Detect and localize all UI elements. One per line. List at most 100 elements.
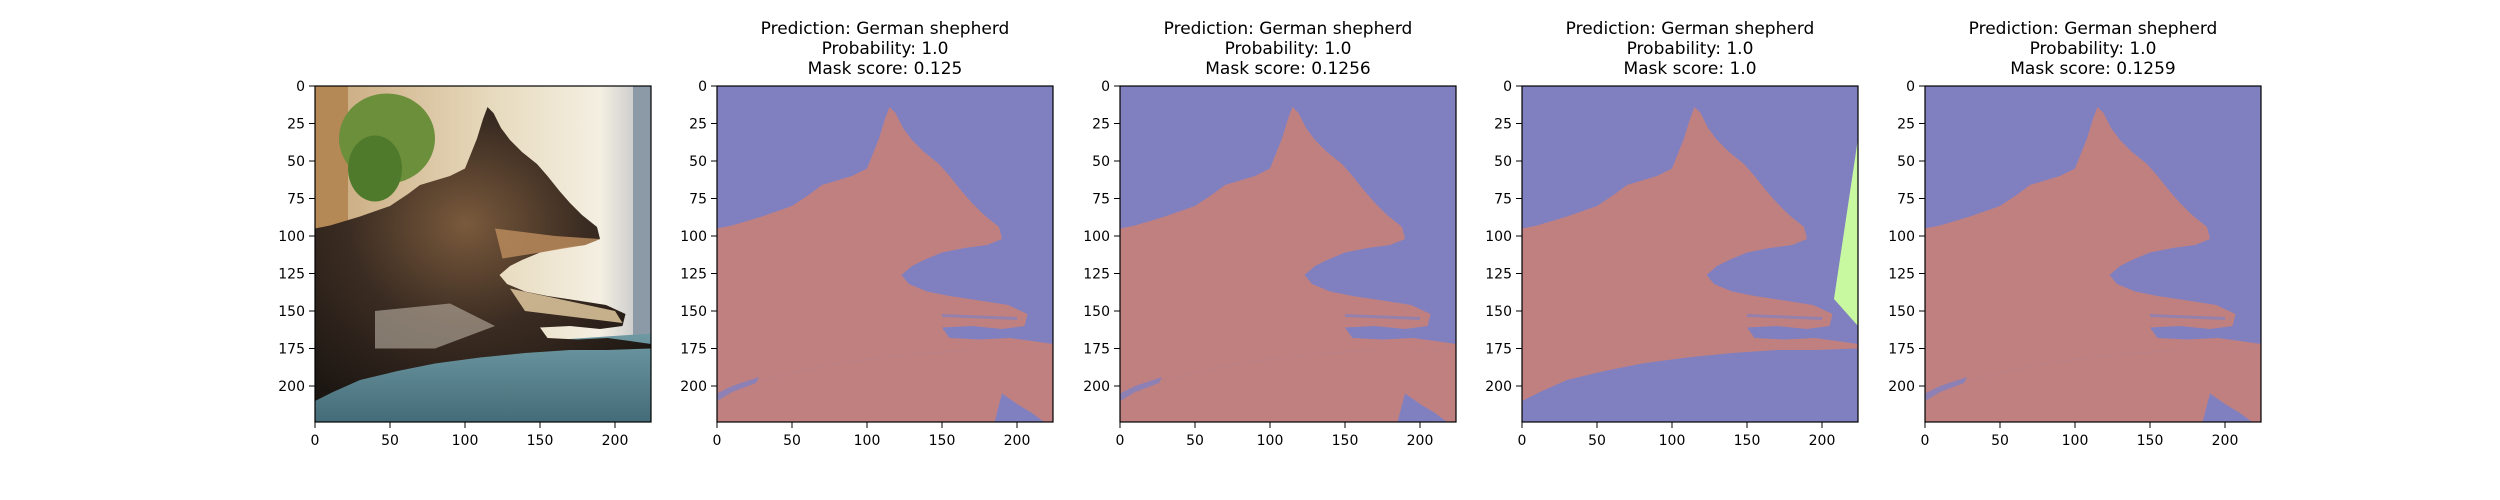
axes-frame xyxy=(1924,85,2262,423)
mask-leg-stripe xyxy=(942,314,1017,320)
x-tick-label: 50 xyxy=(1186,433,1204,449)
mask-corner-patch xyxy=(1397,393,1447,422)
mask-corner-patch xyxy=(994,393,1044,422)
x-tick-label: 100 xyxy=(1659,433,1686,449)
x-tick-label: 50 xyxy=(381,433,399,449)
y-tick-label: 100 xyxy=(1485,229,1512,245)
y-tick-label: 75 xyxy=(287,192,305,208)
panel-title-line: Mask score: 0.125 xyxy=(808,59,963,79)
y-tick-label: 0 xyxy=(1503,79,1512,95)
photo-dog-legs xyxy=(510,288,623,323)
panel-title-line: Mask score: 1.0 xyxy=(1623,59,1756,79)
panel-5: Prediction: German shepherdProbability: … xyxy=(1888,19,2262,449)
photo-dog-belly xyxy=(375,303,495,349)
x-tick-label: 200 xyxy=(1004,433,1031,449)
photo-dog-snout xyxy=(495,228,600,259)
y-tick-label: 200 xyxy=(1485,379,1512,395)
mask-extra-region xyxy=(1834,138,1858,326)
y-tick-label: 175 xyxy=(1485,342,1512,358)
y-tick-label: 50 xyxy=(1092,154,1110,170)
y-tick-label: 175 xyxy=(1083,342,1110,358)
y-tick-label: 175 xyxy=(278,342,305,358)
y-tick-label: 50 xyxy=(1494,154,1512,170)
y-tick-label: 25 xyxy=(287,117,305,133)
panel-title-line: Mask score: 0.1259 xyxy=(2010,59,2175,79)
x-tick-label: 100 xyxy=(452,433,479,449)
x-tick-label: 200 xyxy=(1407,433,1434,449)
photo-plant-shadow xyxy=(348,135,402,202)
x-tick-label: 50 xyxy=(1991,433,2009,449)
y-tick-label: 150 xyxy=(1888,304,1915,320)
y-tick-label: 150 xyxy=(1083,304,1110,320)
panel-1: 0 50 100 150 200 0 25 50 75 100 125 150 175 200 xyxy=(278,79,652,449)
y-tick-label: 175 xyxy=(680,342,707,358)
y-tick-label: 125 xyxy=(1485,267,1512,283)
x-tick-label: 50 xyxy=(1588,433,1606,449)
x-tick-label: 100 xyxy=(854,433,881,449)
y-tick-label: 25 xyxy=(689,117,707,133)
panel-title-line: Probability: 1.0 xyxy=(1225,39,1352,59)
y-tick-label: 75 xyxy=(689,192,707,208)
x-tick-label: 0 xyxy=(311,433,320,449)
y-tick-label: 125 xyxy=(1083,267,1110,283)
panel-title-line: Prediction: German shepherd xyxy=(1969,19,2218,39)
y-tick-label: 100 xyxy=(680,229,707,245)
x-tick-label: 150 xyxy=(1332,433,1359,449)
axes-frame xyxy=(1521,85,1859,423)
axes-frame xyxy=(1119,85,1457,423)
y-tick-label: 125 xyxy=(1888,267,1915,283)
y-tick-label: 25 xyxy=(1092,117,1110,133)
y-tick-label: 125 xyxy=(278,267,305,283)
y-tick-label: 50 xyxy=(287,154,305,170)
y-tick-label: 200 xyxy=(278,379,305,395)
y-tick-label: 75 xyxy=(1897,192,1915,208)
panel-title-line: Prediction: German shepherd xyxy=(1164,19,1413,39)
image-content xyxy=(1120,86,1456,422)
x-tick-label: 150 xyxy=(2137,433,2164,449)
panel-title-line: Probability: 1.0 xyxy=(2030,39,2157,59)
panel-title-line: Probability: 1.0 xyxy=(822,39,949,59)
x-tick-label: 200 xyxy=(2212,433,2239,449)
y-tick-label: 100 xyxy=(278,229,305,245)
panel-title-line: Prediction: German shepherd xyxy=(761,19,1010,39)
y-tick-label: 150 xyxy=(278,304,305,320)
y-tick-label: 50 xyxy=(689,154,707,170)
image-content xyxy=(1925,86,2261,422)
x-tick-label: 150 xyxy=(527,433,554,449)
mask-edge-noise xyxy=(1120,377,1162,401)
y-tick-label: 0 xyxy=(698,79,707,95)
mask-leg-stripe xyxy=(1747,314,1822,320)
y-tick-label: 50 xyxy=(1897,154,1915,170)
x-tick-label: 200 xyxy=(1809,433,1836,449)
y-tick-label: 0 xyxy=(1906,79,1915,95)
y-tick-label: 25 xyxy=(1897,117,1915,133)
y-tick-label: 75 xyxy=(1494,192,1512,208)
y-tick-label: 200 xyxy=(1888,379,1915,395)
y-tick-label: 75 xyxy=(1092,192,1110,208)
y-tick-label: 150 xyxy=(680,304,707,320)
mask-leg-stripe xyxy=(1345,314,1420,320)
image-content xyxy=(717,86,1053,422)
y-tick-label: 100 xyxy=(1083,229,1110,245)
x-tick-label: 0 xyxy=(713,433,722,449)
x-tick-label: 0 xyxy=(1116,433,1125,449)
x-tick-label: 100 xyxy=(2062,433,2089,449)
x-tick-label: 0 xyxy=(1518,433,1527,449)
x-tick-label: 0 xyxy=(1921,433,1930,449)
panel-title-line: Prediction: German shepherd xyxy=(1566,19,1815,39)
panel-3: Prediction: German shepherdProbability: … xyxy=(1083,19,1457,449)
y-tick-label: 100 xyxy=(1888,229,1915,245)
x-tick-label: 150 xyxy=(929,433,956,449)
image-content xyxy=(1522,86,1858,422)
y-tick-label: 0 xyxy=(296,79,305,95)
y-tick-label: 125 xyxy=(680,267,707,283)
x-tick-label: 150 xyxy=(1734,433,1761,449)
panel-2: Prediction: German shepherdProbability: … xyxy=(680,19,1054,449)
x-tick-label: 100 xyxy=(1257,433,1284,449)
axes-frame xyxy=(314,85,652,423)
panel-title-line: Mask score: 0.1256 xyxy=(1205,59,1370,79)
y-tick-label: 25 xyxy=(1494,117,1512,133)
image-content xyxy=(315,86,651,422)
x-tick-label: 50 xyxy=(783,433,801,449)
